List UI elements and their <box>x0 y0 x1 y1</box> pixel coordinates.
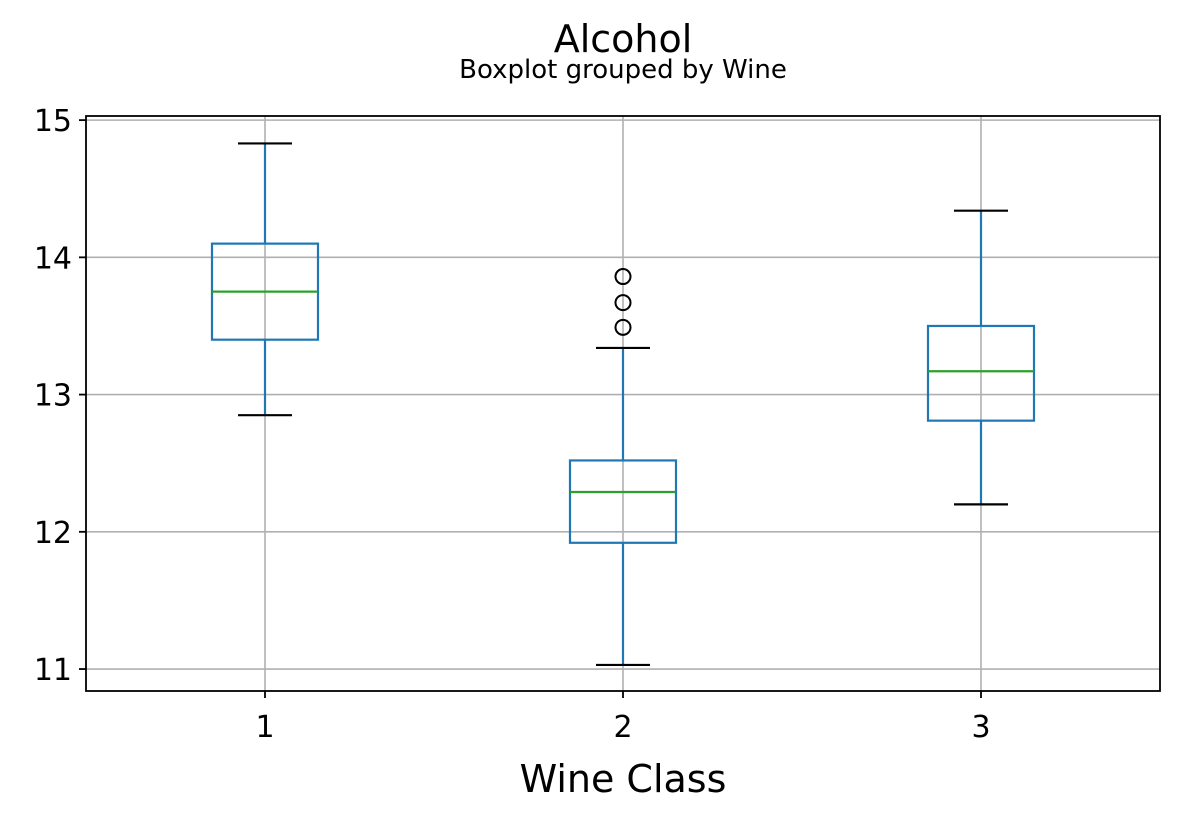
y-tick-label: 12 <box>34 516 72 551</box>
y-tick-label: 11 <box>34 653 72 688</box>
chart-subtitle: Boxplot grouped by Wine <box>459 55 787 85</box>
outlier-point <box>614 318 632 336</box>
chart-title: Alcohol <box>554 17 693 61</box>
x-tick-label: 3 <box>971 710 990 745</box>
box-group-1 <box>210 142 320 417</box>
y-tick-label: 15 <box>34 104 72 139</box>
y-tick-label: 14 <box>34 241 72 276</box>
box-group-2 <box>568 268 678 667</box>
x-tick-label: 1 <box>255 710 274 745</box>
x-tick-label: 2 <box>613 710 632 745</box>
box-group-3 <box>926 209 1036 506</box>
y-tick-label: 13 <box>34 379 72 414</box>
outlier-point <box>614 268 632 286</box>
iqr-box <box>926 324 1036 422</box>
box-series <box>210 142 1036 667</box>
outlier-point <box>614 294 632 312</box>
x-axis-label: Wine Class <box>520 757 727 801</box>
iqr-box <box>568 459 678 544</box>
